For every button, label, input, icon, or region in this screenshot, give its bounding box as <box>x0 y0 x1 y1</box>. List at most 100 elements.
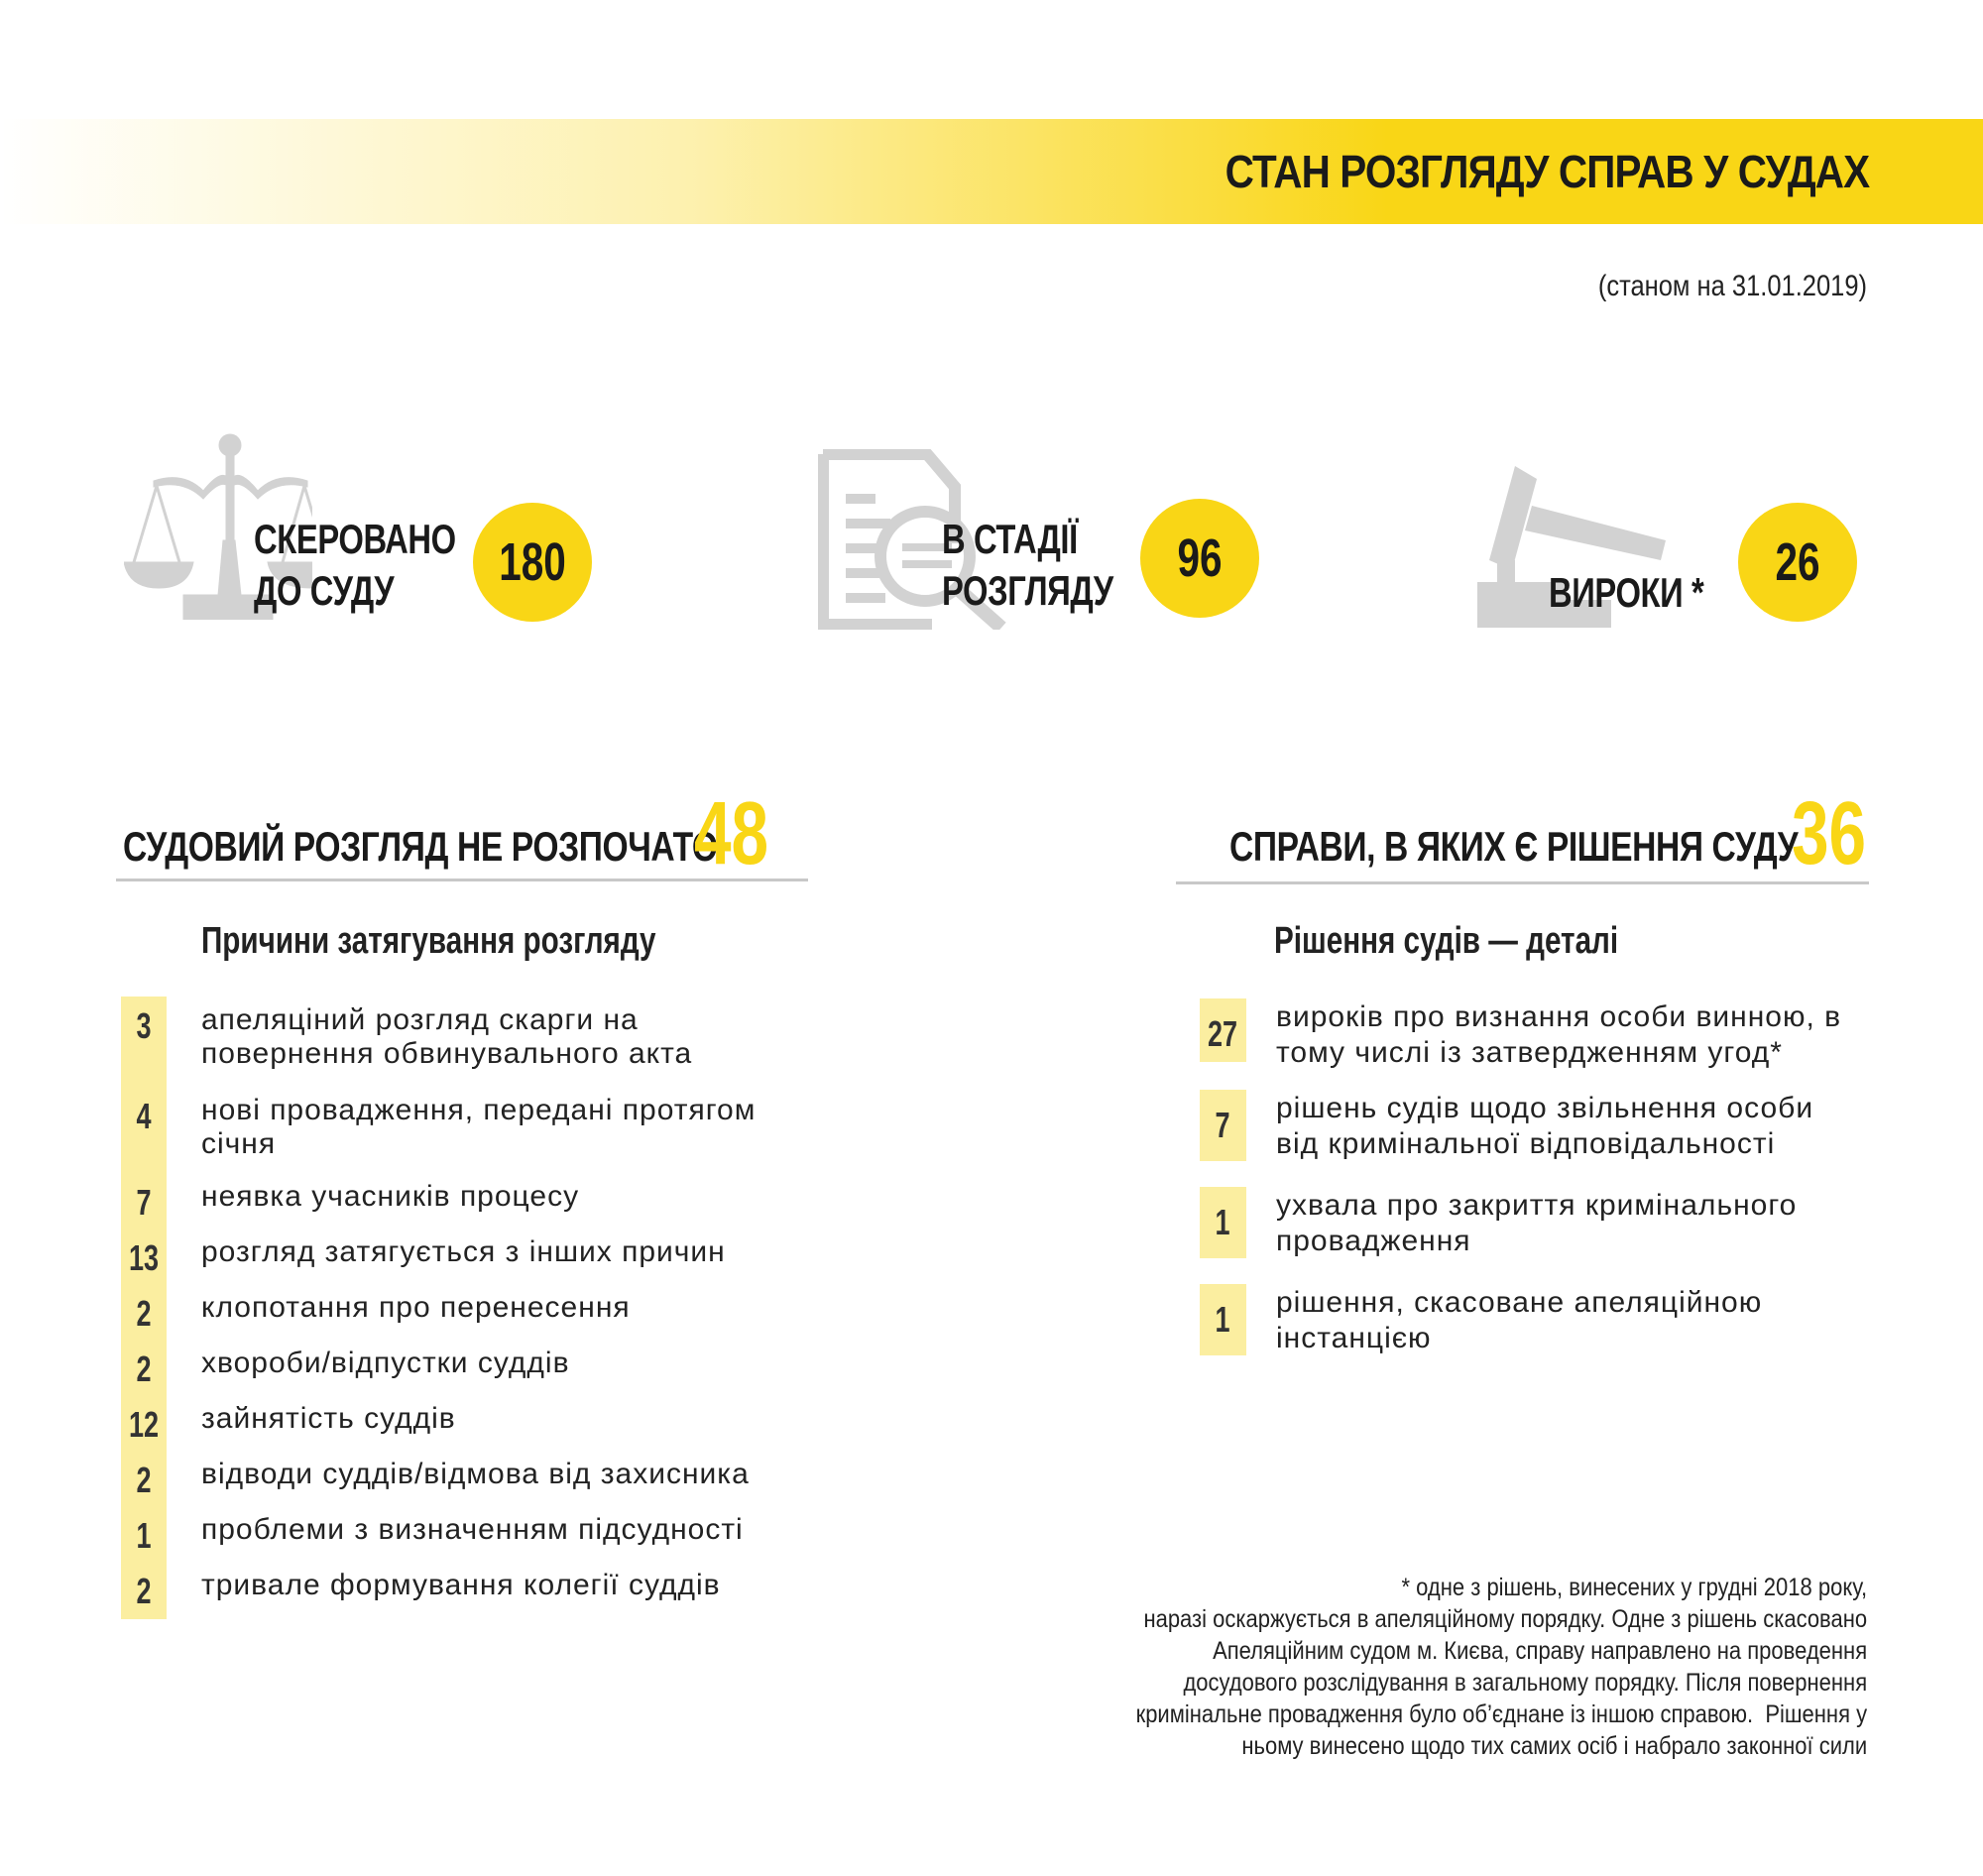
header-band <box>0 119 1983 224</box>
item-count: 7 <box>1200 1105 1245 1146</box>
section-subtitle: Причини затягування розгляду <box>201 920 656 962</box>
list-item: розгляд затягується з інших причин <box>201 1235 726 1269</box>
list-item: рішення, скасоване апеляційною інстанцією <box>1276 1285 1762 1356</box>
item-count: 2 <box>121 1460 167 1501</box>
footnote-line: Апеляційним судом м. Києва, справу напра… <box>1212 1637 1867 1665</box>
item-count-value: 7 <box>136 1182 152 1223</box>
item-text-line: апеляціний розгляд скарги на <box>201 1003 639 1036</box>
count-bar <box>1200 998 1246 1062</box>
list-item: відводи суддів/відмова від захисника <box>201 1458 750 1491</box>
document-search-icon <box>818 449 1006 630</box>
list-item: клопотання про перенесення <box>201 1291 631 1325</box>
item-text-line: повернення обвинувального акта <box>201 1037 693 1070</box>
count-bar <box>121 997 167 1619</box>
item-count-value: 2 <box>136 1571 152 1611</box>
footnote: * одне з рішень, винесених у грудні 2018… <box>1135 1572 1867 1762</box>
footnote-line: досудового розслідування в загальному по… <box>1183 1669 1867 1697</box>
stat-label-line: В СТАДІЇ <box>942 516 1078 562</box>
item-text-line: неявка учасників процесу <box>201 1180 580 1213</box>
item-text-line: ухвала про закриття кримінального <box>1276 1189 1798 1222</box>
item-count-value: 12 <box>128 1404 160 1445</box>
item-count: 1 <box>1200 1299 1245 1341</box>
divider <box>1176 881 1869 884</box>
item-text-line: вироків про визнання особи винною, в <box>1276 1000 1842 1033</box>
item-count: 27 <box>1200 1013 1245 1055</box>
page-title: СТАН РОЗГЛЯДУ СПРАВ У СУДАХ <box>1225 146 1870 197</box>
stat-value: 180 <box>499 532 566 592</box>
stat-value-badge: 180 <box>473 503 592 622</box>
item-count-value: 3 <box>136 1005 152 1046</box>
section-total: 48 <box>694 784 769 883</box>
item-text-line: розгляд затягується з інших причин <box>201 1235 726 1268</box>
list-item: вироків про визнання особи винною, в тому… <box>1276 999 1841 1071</box>
list-item: проблеми з визначенням підсудності <box>201 1513 744 1547</box>
item-text-line: клопотання про перенесення <box>201 1291 631 1324</box>
item-count: 4 <box>121 1096 167 1137</box>
item-text-line: відводи суддів/відмова від захисника <box>201 1458 750 1490</box>
footnote-line: наразі оскаржується в апеляційному поряд… <box>1143 1605 1867 1633</box>
item-count: 13 <box>121 1237 167 1279</box>
item-text-line: тривале формування колегії суддів <box>201 1569 721 1601</box>
item-text-line: нові провадження, передані протягом <box>201 1094 757 1126</box>
item-count-value: 4 <box>136 1096 152 1136</box>
item-count-value: 13 <box>128 1237 160 1278</box>
item-count: 1 <box>1200 1202 1245 1243</box>
item-count-value: 27 <box>1207 1013 1238 1054</box>
stat-value-badge: 26 <box>1738 503 1857 622</box>
stat-label-line: СКЕРОВАНО <box>254 516 456 562</box>
item-text-line: від кримінальної відповідальності <box>1276 1127 1776 1160</box>
item-count: 3 <box>121 1005 167 1047</box>
section-title-not-started: СУДОВИЙ РОЗГЛЯД НЕ РОЗПОЧАТО <box>123 823 718 870</box>
footnote-line: ньому винесено щодо тих самих осіб і наб… <box>1241 1732 1867 1760</box>
item-count-value: 2 <box>136 1460 152 1500</box>
item-count: 1 <box>121 1515 167 1557</box>
list-item: апеляціний розгляд скарги на повернення о… <box>201 1003 692 1071</box>
footnote-line: кримінальне провадження було об’єднане і… <box>1135 1700 1867 1728</box>
list-item: неявка учасників процесу <box>201 1180 579 1214</box>
item-text-line: січня <box>201 1127 277 1160</box>
stat-label-line: ДО СУДУ <box>254 567 395 614</box>
item-text-line: інстанцією <box>1276 1322 1432 1354</box>
item-count: 2 <box>121 1293 167 1335</box>
stat-label: В СТАДІЇ РОЗГЛЯДУ <box>942 514 1113 617</box>
stat-label-line: РОЗГЛЯДУ <box>942 567 1113 614</box>
item-count-value: 1 <box>1215 1202 1230 1242</box>
footnote-line: * одне з рішень, винесених у грудні 2018… <box>1401 1574 1867 1601</box>
stat-label-line: ВИРОКИ * <box>1549 569 1704 616</box>
stat-value: 96 <box>1177 528 1223 588</box>
item-count-value: 1 <box>136 1515 152 1556</box>
list-item: нові провадження, передані протягом січня <box>201 1094 756 1161</box>
stat-label: ВИРОКИ * <box>1549 567 1704 619</box>
item-text-line: хвороби/відпустки суддів <box>201 1347 570 1379</box>
item-count: 7 <box>121 1182 167 1224</box>
item-count: 2 <box>121 1348 167 1390</box>
section-title-decisions: СПРАВИ, В ЯКИХ Є РІШЕННЯ СУДУ <box>1229 823 1799 870</box>
item-text-line: проблеми з визначенням підсудності <box>201 1513 744 1546</box>
list-item: хвороби/відпустки суддів <box>201 1347 570 1380</box>
item-text-line: рішень судів щодо звільнення особи <box>1276 1092 1814 1124</box>
item-count: 12 <box>121 1404 167 1446</box>
gavel-icon <box>1477 466 1666 628</box>
scales-icon <box>124 433 312 620</box>
divider <box>116 879 808 881</box>
count-bar <box>1200 1187 1246 1258</box>
item-text-line: тому числі із затвердженням угод* <box>1276 1036 1783 1069</box>
list-item: рішень судів щодо звільнення особи від кр… <box>1276 1091 1813 1162</box>
item-text-line: зайнятість суддів <box>201 1402 456 1435</box>
item-text-line: рішення, скасоване апеляційною <box>1276 1286 1763 1319</box>
item-count: 2 <box>121 1571 167 1612</box>
item-text-line: провадження <box>1276 1225 1471 1257</box>
count-bar <box>1200 1284 1246 1355</box>
stat-label: СКЕРОВАНО ДО СУДУ <box>254 514 456 617</box>
list-item: ухвала про закриття кримінального провадж… <box>1276 1188 1797 1259</box>
item-count-value: 2 <box>136 1293 152 1334</box>
count-bar <box>1200 1090 1246 1161</box>
list-item: зайнятість суддів <box>201 1402 456 1436</box>
item-count-value: 2 <box>136 1348 152 1389</box>
date-note: (станом на 31.01.2019) <box>1597 270 1867 302</box>
list-item: тривале формування колегії суддів <box>201 1569 721 1602</box>
item-count-value: 1 <box>1215 1299 1230 1340</box>
section-subtitle: Рішення судів — деталі <box>1274 920 1619 962</box>
item-count-value: 7 <box>1215 1105 1230 1145</box>
stat-value-badge: 96 <box>1140 499 1259 618</box>
